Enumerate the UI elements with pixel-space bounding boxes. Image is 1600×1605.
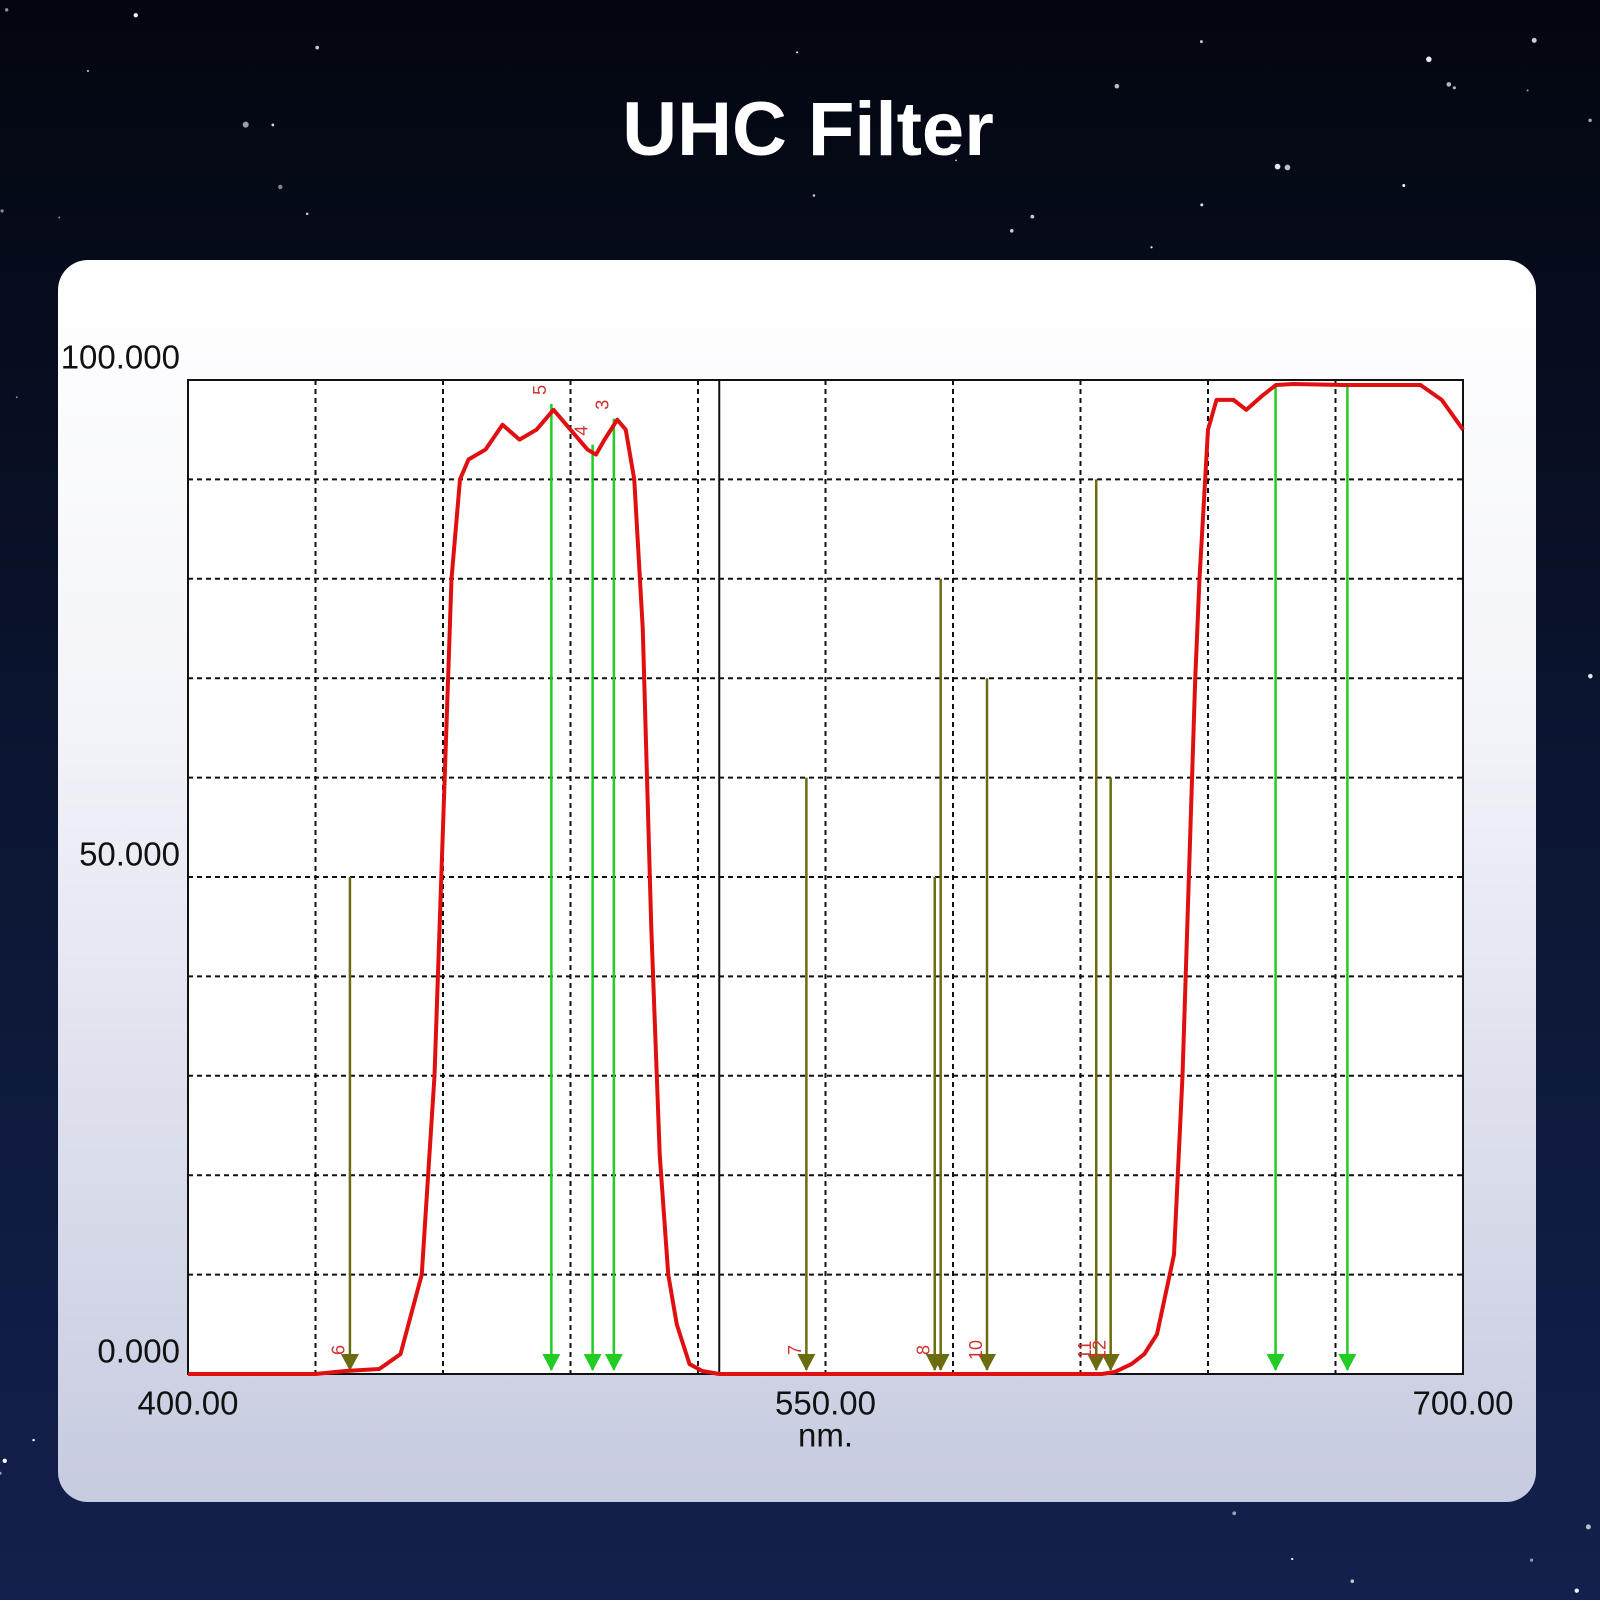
line (188, 381, 1465, 1376)
marker-label: 7 (785, 1345, 805, 1355)
marker-arrow (1087, 1354, 1106, 1371)
x-tick-label: 400.00 (138, 1385, 239, 1422)
star (1274, 163, 1281, 170)
marker-arrow (931, 1354, 950, 1371)
marker-arrow (583, 1354, 602, 1371)
star (278, 184, 283, 190)
star (305, 212, 309, 216)
star (1030, 214, 1035, 219)
star (315, 45, 320, 50)
star (796, 51, 799, 54)
y-tick-label: 50.000 (79, 836, 180, 873)
star (812, 194, 816, 197)
marker-label: 8 (913, 1345, 933, 1355)
star (1574, 1588, 1579, 1593)
star (15, 396, 18, 399)
marker-arrow (978, 1354, 996, 1371)
star (1402, 183, 1406, 187)
star (271, 123, 275, 127)
marker-label: 6 (329, 1345, 349, 1355)
y-tick-label: 100.000 (61, 339, 180, 376)
marker-arrow (1338, 1354, 1357, 1371)
star (955, 159, 957, 162)
page-title: UHC Filter (622, 87, 994, 172)
marker-arrow (1266, 1354, 1285, 1371)
star (1526, 89, 1529, 92)
star (1446, 82, 1452, 87)
x-tick-label: 550.00 (775, 1385, 876, 1422)
star (242, 121, 249, 128)
star (2, 1458, 7, 1463)
star (1199, 40, 1203, 44)
stars (0, 8, 1593, 1593)
marker-label: 3 (593, 400, 613, 410)
star (1009, 228, 1014, 233)
marker-label: 11 (1075, 1341, 1095, 1360)
star (32, 1438, 35, 1442)
star (1232, 1511, 1237, 1516)
star (1284, 164, 1291, 171)
marker-arrow (1101, 1354, 1120, 1371)
star (133, 13, 138, 18)
star (1114, 83, 1120, 89)
marker-label: 4 (571, 426, 591, 436)
star (1588, 673, 1593, 679)
star (0, 209, 4, 213)
marker-label: 12 (1089, 1340, 1109, 1360)
star (1200, 203, 1204, 207)
star (1426, 56, 1432, 63)
star (1150, 246, 1153, 249)
star (1529, 1558, 1534, 1562)
y-tick-label: 0.000 (97, 1333, 180, 1370)
star (58, 216, 61, 219)
star (1291, 1557, 1294, 1561)
star (86, 70, 89, 73)
marker-label: 5 (530, 385, 550, 395)
star (4, 8, 9, 12)
star (1588, 118, 1592, 123)
star (0, 1471, 2, 1475)
x-axis-label: nm. (798, 1417, 853, 1454)
marker-arrow (797, 1354, 816, 1371)
star (1350, 1579, 1355, 1583)
x-tick-label: 700.00 (1413, 1385, 1514, 1422)
marker-arrow (542, 1354, 561, 1371)
star (1585, 1524, 1591, 1530)
star (1452, 86, 1456, 90)
marker-label: 10 (966, 1340, 986, 1360)
marker-arrow (340, 1354, 359, 1371)
marker-arrow (604, 1354, 623, 1371)
star (1531, 37, 1537, 43)
